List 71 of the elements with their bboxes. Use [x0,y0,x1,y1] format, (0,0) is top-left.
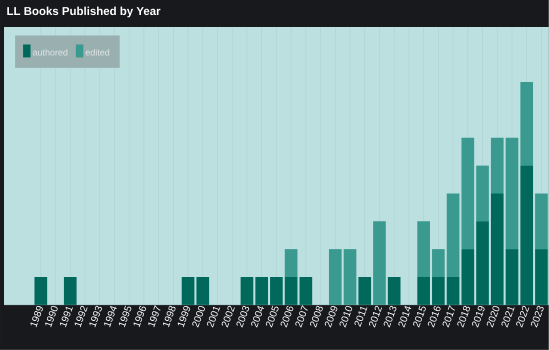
bar [373,221,386,305]
bar [476,166,489,222]
x-tick-label: 2020 [486,306,500,328]
x-tick-label: 2003 [236,306,250,328]
x-tick-label: 2017 [442,305,455,328]
x-tick-label: 2008 [310,306,323,328]
x-tick-label: 1990 [45,306,58,328]
x-tick-label: 1994 [104,306,117,328]
bar [432,277,445,305]
bar [461,138,474,250]
bar [446,194,460,278]
x-tick-label: 1999 [178,306,190,328]
bar [240,277,254,305]
x-tick-label: 1989 [30,306,43,328]
bar [476,221,489,305]
x-tick-label: 2015 [413,306,426,328]
bar [520,166,534,305]
x-tick-label: 2000 [192,306,205,328]
x-tick-label: 2005 [266,306,279,328]
x-tick-label: 2002 [222,306,235,328]
bar [196,277,210,305]
x-tick-label: 2023 [530,306,544,328]
bar [358,277,372,305]
legend-label: edited [86,49,110,56]
x-tick-label: 2011 [354,306,368,327]
x-tick-label: 2004 [251,306,264,328]
x-tick-label: 2018 [457,306,470,328]
x-tick-label: 1995 [118,306,132,328]
bar [64,277,77,305]
bar [344,249,356,305]
chart-title: LL Books Published by Year [7,6,160,18]
bar [34,277,48,305]
x-tick-label: 2012 [368,306,382,328]
bar [461,249,474,305]
bar [506,138,518,250]
x-tick-label: 1998 [162,306,176,328]
bar [300,277,312,305]
x-tick-label: 2009 [324,306,338,328]
bar [520,82,534,166]
x-tick-label: 2014 [398,306,412,328]
x-tick-label: 2021 [501,306,515,328]
x-tick-label: 2006 [280,306,294,328]
bar [417,277,430,305]
bar [535,249,548,305]
bar [284,249,298,278]
bar [490,138,504,194]
x-tick-label: 1993 [89,306,102,328]
bar [284,277,298,305]
x-tick-label: 2019 [472,306,485,328]
bar [535,194,548,250]
bar [446,277,460,305]
x-tick-label: 2001 [206,306,220,328]
x-tick-label: 2016 [428,306,441,328]
x-tick-label: 1997 [148,305,160,328]
bar [255,277,268,305]
bar [432,249,445,278]
bar [270,277,283,305]
x-tick-label: 2013 [384,306,396,328]
bar [506,249,518,305]
x-tick-label: 1996 [134,306,146,328]
bar [182,277,194,305]
bar [417,221,430,278]
x-tick-label: 2007 [295,305,308,328]
bar [388,277,401,305]
x-tick-label: 2022 [516,306,530,328]
legend-label: authored [32,49,68,56]
x-tick-label: 2010 [339,306,352,328]
bar [490,194,504,305]
bar [328,249,342,305]
x-tick-label: 1992 [74,306,88,328]
x-tick-label: 1991 [60,306,73,328]
